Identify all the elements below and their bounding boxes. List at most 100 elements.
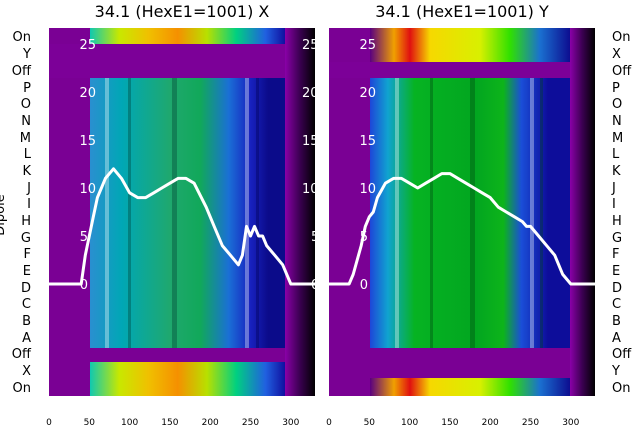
row-label: On <box>612 381 630 396</box>
x-tick-label: 250 <box>522 418 539 428</box>
row-label: E <box>23 264 31 279</box>
row-label: Y <box>611 364 620 379</box>
x-tick-label: 150 <box>161 418 178 428</box>
row-label: P <box>612 81 620 96</box>
panel-y: 34.1 (HexE1=1001) Y 0 50 100 150 200 250 <box>326 2 632 428</box>
chart-title: 34.1 (HexE1=1001) Y <box>375 2 549 21</box>
row-label: A <box>612 331 621 346</box>
row-label: L <box>24 147 32 162</box>
row-label: C <box>612 297 621 312</box>
row-label: N <box>612 114 622 129</box>
row-label: D <box>21 281 31 296</box>
y-tick-label: 15 <box>79 134 96 149</box>
x-axis: 0 50 100 150 200 250 300 <box>326 418 580 428</box>
row-label: I <box>612 197 616 212</box>
x-tick-label: 0 <box>326 418 332 428</box>
row-label: P <box>23 81 31 96</box>
heatmap-band-bottom <box>370 378 570 396</box>
x-tick-label: 200 <box>202 418 219 428</box>
trace-line <box>329 172 595 286</box>
x-tick-label: 100 <box>121 418 138 428</box>
x-tick-label: 0 <box>46 418 52 428</box>
trace-layer <box>49 167 315 286</box>
y-tick-label-right: 15 <box>302 134 319 149</box>
row-label: H <box>612 214 622 229</box>
x-tick-label: 300 <box>562 418 579 428</box>
row-label: Off <box>12 64 32 79</box>
heatmap-main <box>370 78 548 348</box>
row-label: K <box>612 164 621 179</box>
row-label: N <box>21 114 31 129</box>
y-tick-label-right: 0 <box>311 278 319 293</box>
row-label: X <box>612 47 621 62</box>
x-tick-label: 200 <box>482 418 499 428</box>
trace-line <box>49 167 315 286</box>
x-tick-label: 150 <box>441 418 458 428</box>
x-tick-label: 100 <box>401 418 418 428</box>
y-tick-label: 10 <box>79 182 96 197</box>
row-label: G <box>21 231 31 246</box>
y-tick-label: 25 <box>79 38 96 53</box>
heatmap <box>329 28 595 396</box>
heatmap <box>49 28 315 396</box>
heatmap-main <box>90 78 268 348</box>
heatmap-edge-right <box>570 28 595 396</box>
y-tick-label-right: 25 <box>302 38 319 53</box>
y-tick-label: 25 <box>359 38 376 53</box>
heatmap-stripes <box>105 78 259 348</box>
y-tick-label: 0 <box>80 278 88 293</box>
y-tick-label: 5 <box>80 230 88 245</box>
row-label: I <box>27 197 31 212</box>
row-label: On <box>13 381 31 396</box>
row-label: M <box>612 131 623 146</box>
x-axis: 0 50 100 150 200 250 300 <box>46 418 300 428</box>
y-tick-label: 20 <box>359 86 376 101</box>
heatmap-band-top-gap <box>49 44 315 78</box>
row-label: Off <box>612 64 632 79</box>
trace-layer <box>329 172 595 286</box>
row-label: L <box>612 147 620 162</box>
y-tick-label-right: 5 <box>311 230 319 245</box>
heatmap-main-dark <box>548 78 570 348</box>
row-label: F <box>24 247 31 262</box>
y-tick-label-right: 20 <box>302 86 319 101</box>
row-label: On <box>612 30 630 45</box>
heatmap-band-top <box>370 28 570 62</box>
x-tick-label: 250 <box>242 418 259 428</box>
heatmap-band-bottom <box>90 362 285 396</box>
row-label: J <box>26 181 31 196</box>
heatmap-main-dark <box>268 78 285 348</box>
y-tick-label: 15 <box>359 134 376 149</box>
row-label: E <box>612 264 620 279</box>
row-labels: On X Off P O N M L K J I H G F E D C B A… <box>611 30 632 396</box>
row-label: Off <box>612 347 632 362</box>
row-label: G <box>612 231 622 246</box>
heatmap-stripes <box>395 78 543 348</box>
chart-title: 34.1 (HexE1=1001) X <box>95 2 270 21</box>
heatmap-band-top <box>90 28 285 44</box>
y-axis-overlay: 0 5 10 15 20 25 0 5 10 15 20 25 <box>79 38 319 293</box>
x-tick-label: 50 <box>364 418 376 428</box>
row-label: O <box>612 97 622 112</box>
row-label: A <box>22 331 31 346</box>
row-label: O <box>21 97 31 112</box>
row-label: B <box>22 314 31 329</box>
row-label: On <box>13 30 31 45</box>
row-labels: On Y Off P O N M L K J I H G F E D C B A… <box>12 30 32 396</box>
x-tick-label: 50 <box>84 418 96 428</box>
panel-x: 34.1 (HexE1=1001) X 0 50 100 150 200 250 <box>0 2 319 428</box>
row-label: F <box>612 247 619 262</box>
row-label: M <box>20 131 31 146</box>
y-tick-label: 10 <box>359 182 376 197</box>
row-label: X <box>22 364 31 379</box>
y-tick-label-right: 10 <box>302 182 319 197</box>
y-axis-label: Dipole <box>0 194 8 235</box>
heatmap-band-top-gap <box>329 62 595 78</box>
row-label: Y <box>22 47 31 62</box>
row-label: Off <box>12 347 32 362</box>
y-tick-label: 20 <box>79 86 96 101</box>
row-label: D <box>612 281 622 296</box>
row-label: C <box>22 297 31 312</box>
row-label: K <box>22 164 31 179</box>
